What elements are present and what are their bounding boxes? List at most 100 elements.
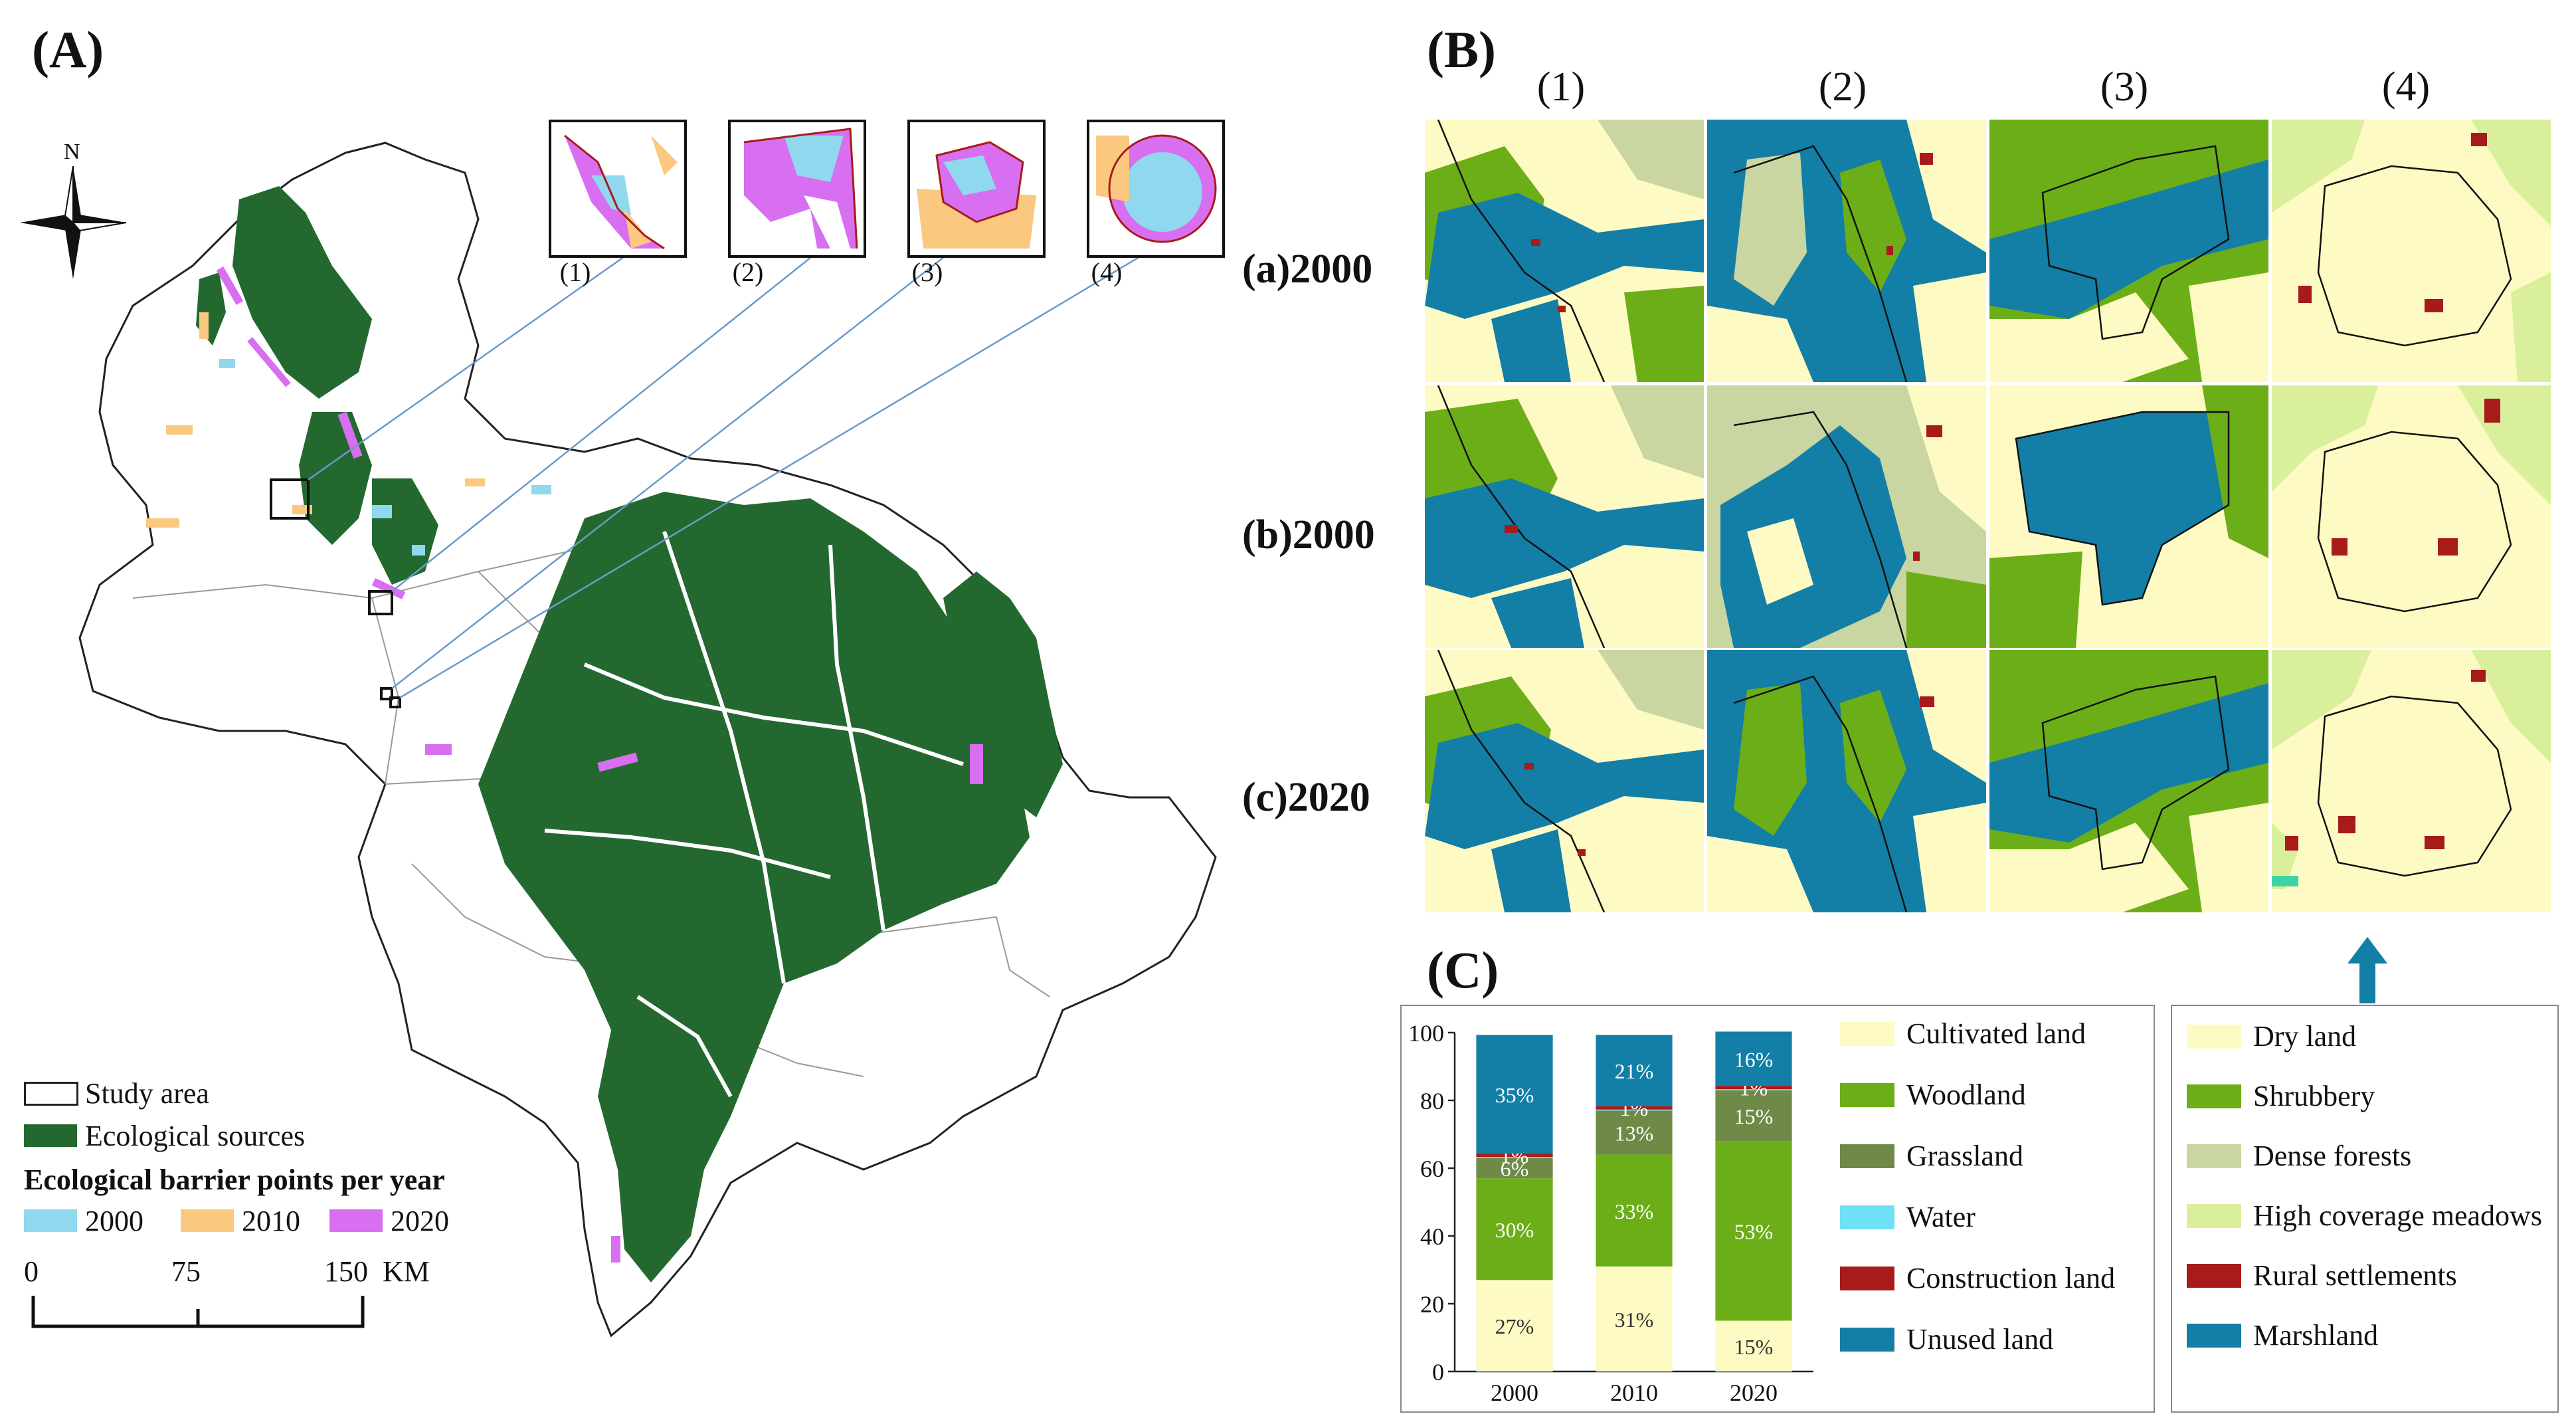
bar-data-label: 21%: [1615, 1059, 1654, 1083]
tile-a1: [1425, 120, 1704, 382]
barrier-legend-title: Ecological barrier points per year: [24, 1164, 445, 1196]
class-label: Shrubbery: [2253, 1080, 2375, 1112]
bar-segment: [1596, 1109, 1673, 1111]
tile-c2: [1707, 650, 1986, 912]
tile-a2: [1707, 120, 1986, 382]
bar-data-label: 30%: [1495, 1218, 1534, 1242]
study-area-outline: [78, 142, 1217, 1338]
year-2020-swatch: [329, 1209, 383, 1232]
barrier-points-2000: [219, 359, 551, 556]
tile-b4: [2272, 385, 2551, 648]
grid-col-head-4: (4): [2381, 64, 2431, 110]
tile-a4: [2272, 120, 2551, 382]
grid-col-head-2: (2): [1818, 64, 1867, 110]
tile-b1: [1425, 385, 1704, 648]
class-label: Rural settlements: [2253, 1259, 2457, 1292]
tile-b3: [1989, 385, 2268, 648]
inset-4: [1087, 120, 1225, 258]
grid-col-head-3: (3): [2100, 64, 2149, 110]
land-cover-stacked-bar-chart: 02040608010027%30%6%1%35%200031%33%13%1%…: [1408, 1020, 1813, 1406]
legend-swatch: [1840, 1267, 1894, 1290]
class-label: High coverage meadows: [2253, 1199, 2542, 1232]
bar-segment: [1715, 1141, 1792, 1321]
legend-label: Grassland: [1906, 1140, 2023, 1172]
bar-segment: [1715, 1320, 1792, 1371]
bar-segment: [1596, 1035, 1673, 1106]
bar-data-label: 53%: [1734, 1219, 1774, 1243]
x-tick-label: 2000: [1491, 1379, 1538, 1406]
x-tick-label: 2020: [1730, 1379, 1778, 1406]
year-2010-swatch: [181, 1209, 234, 1232]
chart-legend: Cultivated land Woodland Grassland Water…: [1840, 1017, 2146, 1389]
grid-row-head-a: (a)2000: [1242, 247, 1373, 292]
north-arrow-icon: N: [20, 140, 126, 279]
bar-segment: [1715, 1031, 1792, 1086]
class-swatch: [2187, 1025, 2241, 1049]
y-tick-label: 40: [1420, 1223, 1444, 1250]
y-tick-label: 60: [1420, 1156, 1444, 1182]
class-legend-box: Dry land Shrubbery Dense forests High co…: [2171, 1005, 2559, 1413]
class-swatch: [2187, 1144, 2241, 1168]
legend-swatch: [1840, 1205, 1894, 1229]
tile-c1: [1425, 650, 1704, 912]
inset-4-caption: (4): [1091, 257, 1123, 287]
scale-tick-150: 150: [324, 1255, 368, 1288]
ecological-sources-layer: [196, 186, 1063, 1282]
class-swatch: [2187, 1264, 2241, 1288]
tile-a3: [1989, 120, 2268, 382]
y-tick-label: 20: [1420, 1291, 1444, 1318]
ecological-sources-swatch: [24, 1124, 77, 1147]
bar-segment: [1715, 1090, 1792, 1142]
bar-segment: [1596, 1106, 1673, 1110]
bar-segment: [1476, 1157, 1553, 1158]
grid-row-head-c: (c)2020: [1242, 775, 1370, 820]
bar-data-label: 16%: [1734, 1047, 1774, 1071]
year-2020-label: 2020: [391, 1205, 449, 1237]
bar-data-label: 35%: [1495, 1083, 1534, 1107]
legend-swatch: [1840, 1083, 1894, 1107]
panel-label-c: (C): [1427, 941, 1499, 999]
bar-data-label: 13%: [1615, 1121, 1654, 1145]
chart-box: [1400, 1005, 2155, 1413]
class-swatch: [2187, 1084, 2241, 1108]
bar-segment: [1596, 1110, 1673, 1155]
year-2010-label: 2010: [242, 1205, 300, 1237]
bar-segment: [1715, 1089, 1792, 1090]
inset-1-caption: (1): [559, 257, 591, 287]
grid-col-head-1: (1): [1536, 64, 1586, 110]
y-tick-label: 0: [1432, 1359, 1444, 1385]
inset-3: [907, 120, 1046, 258]
scale-tick-75: 75: [171, 1255, 201, 1288]
class-swatch: [2187, 1324, 2241, 1348]
bar-segment: [1476, 1280, 1553, 1371]
legend-label: Cultivated land: [1906, 1017, 2086, 1050]
y-tick-label: 80: [1420, 1088, 1444, 1114]
legend-swatch: [1840, 1144, 1894, 1168]
legend-label: Unused land: [1906, 1323, 2054, 1356]
panel-label-a: (A): [32, 21, 104, 78]
inset-leader-lines: [308, 246, 1156, 699]
north-label: N: [64, 140, 80, 164]
map-legend: Study area Ecological sources Ecological…: [24, 1076, 489, 1356]
legend-swatch: [1840, 1022, 1894, 1046]
legend-label: Construction land: [1906, 1262, 2116, 1294]
bar-segment: [1596, 1266, 1673, 1371]
inset-2: [728, 120, 866, 258]
y-tick-label: 100: [1408, 1020, 1444, 1047]
bar-segment: [1476, 1035, 1553, 1154]
bar-segment: [1596, 1154, 1673, 1267]
ecological-sources-label: Ecological sources: [85, 1120, 306, 1152]
inset-2-caption: (2): [732, 257, 764, 287]
bar-segment: [1476, 1158, 1553, 1179]
bar-data-label: 33%: [1615, 1199, 1654, 1223]
panel-label-b: (B): [1427, 21, 1496, 78]
x-tick-label: 2010: [1610, 1379, 1658, 1406]
tile-c4: [2272, 650, 2551, 912]
up-arrow-icon: [2347, 937, 2387, 1003]
bar-segment: [1715, 1086, 1792, 1090]
legend-swatch: [1840, 1328, 1894, 1352]
tile-b2: [1707, 385, 1986, 648]
class-label: Dry land: [2253, 1020, 2357, 1053]
study-area-swatch: [24, 1082, 78, 1106]
bar-data-label: 15%: [1734, 1335, 1774, 1359]
